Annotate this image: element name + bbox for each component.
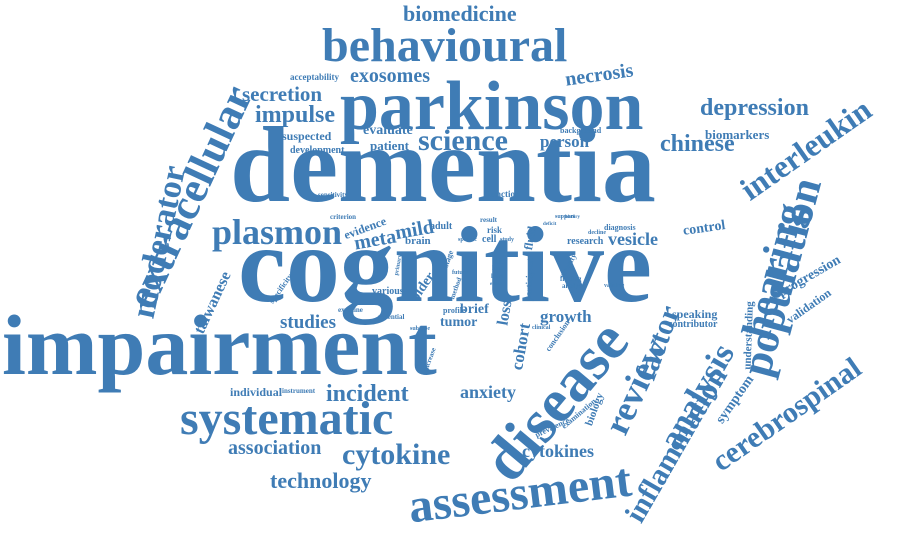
word-criterion: criterion (330, 213, 357, 221)
word-background: background (560, 126, 602, 135)
word-support: support (555, 214, 576, 220)
word-specific: specific (458, 237, 477, 243)
word-research: research (567, 236, 604, 247)
word-patient: patient (370, 138, 409, 153)
word-analyse: analyse (562, 282, 585, 290)
word-control: control (682, 218, 727, 239)
word-exosomes: exosomes (350, 65, 430, 87)
word-behavioural: behavioural (322, 19, 568, 72)
word-effect: effect (490, 282, 502, 287)
word-acceptability: acceptability (290, 72, 339, 82)
word-function: function (488, 189, 521, 199)
word-incident: incident (326, 381, 409, 407)
word-contributor: contributor (668, 319, 718, 330)
word-impulse: impulse (255, 102, 336, 128)
word-growth: growth (540, 307, 592, 326)
word-cognitive: cognitive (238, 206, 652, 325)
word-speaking: speaking (672, 307, 718, 321)
word-subtype: subtype (410, 326, 431, 332)
word-cytokine: cytokine (342, 438, 451, 471)
word-profile: profile (443, 306, 466, 315)
word-association: association (228, 437, 322, 459)
word-development: development (290, 145, 345, 156)
word-various: various (372, 286, 404, 297)
word-adult: adult (430, 221, 453, 232)
word-instrument: instrument (282, 387, 316, 395)
word-cytokines: cytokines (522, 441, 594, 461)
word-individual: individual (230, 385, 283, 399)
word-examine: examine (338, 306, 363, 314)
word-brief: brief (460, 302, 489, 317)
word-history: history (565, 215, 580, 220)
word-cell: cell (482, 234, 497, 245)
word-systematic: systematic (180, 392, 394, 445)
word-cohort: cohort (507, 321, 535, 372)
word-secretion: secretion (242, 82, 323, 106)
word-limit: limit (492, 266, 504, 272)
word-depression: depression (700, 95, 809, 121)
word-risk: risk (487, 225, 503, 235)
word-parkinson: parkinson (340, 68, 644, 145)
word-study: study (500, 237, 515, 243)
word-tumor: tumor (440, 315, 478, 330)
word-deficit: deficit (543, 222, 557, 227)
word-impairment: impairment (2, 297, 437, 393)
word-sensitivity: sensitivity (318, 191, 348, 199)
word-validate: validate (604, 283, 625, 289)
word-person: person (540, 132, 590, 151)
word-technology: technology (270, 468, 372, 493)
word-future: future (452, 270, 468, 276)
word-life: life (493, 257, 504, 266)
word-decline: decline (588, 230, 606, 236)
word-biomarkers: biomarkers (705, 127, 770, 142)
word-finding: finding (560, 275, 582, 283)
word-biomedicine: biomedicine (403, 1, 517, 26)
word-chinese: chinese (660, 131, 735, 157)
word-brain: brain (405, 235, 431, 247)
word-diagnosis: diagnosis (604, 223, 636, 232)
word-science: science (418, 124, 508, 157)
word-clinical: clinical (532, 325, 551, 331)
word-evaluate: evaluate (363, 123, 413, 138)
word-potential: potential (378, 313, 405, 321)
word-level: level (491, 274, 503, 280)
word-participant: participant (523, 257, 535, 302)
word-anxiety: anxiety (460, 382, 516, 402)
word-plasmon: plasmon (212, 212, 343, 252)
word-dementia: dementia (230, 106, 656, 225)
word-vesicle: vesicle (608, 229, 658, 249)
word-studies: studies (280, 312, 336, 333)
word-suspected: suspected (282, 129, 332, 143)
word-result: result (480, 216, 497, 224)
